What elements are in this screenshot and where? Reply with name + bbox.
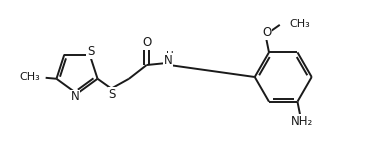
Text: S: S — [87, 45, 94, 58]
Text: O: O — [142, 36, 151, 49]
Text: CH₃: CH₃ — [289, 19, 310, 29]
Text: N: N — [164, 54, 173, 67]
Text: H: H — [166, 51, 174, 61]
Text: NH₂: NH₂ — [291, 115, 314, 128]
Text: CH₃: CH₃ — [19, 72, 40, 82]
Text: S: S — [109, 88, 116, 101]
Text: O: O — [262, 26, 272, 39]
Text: N: N — [71, 90, 79, 103]
